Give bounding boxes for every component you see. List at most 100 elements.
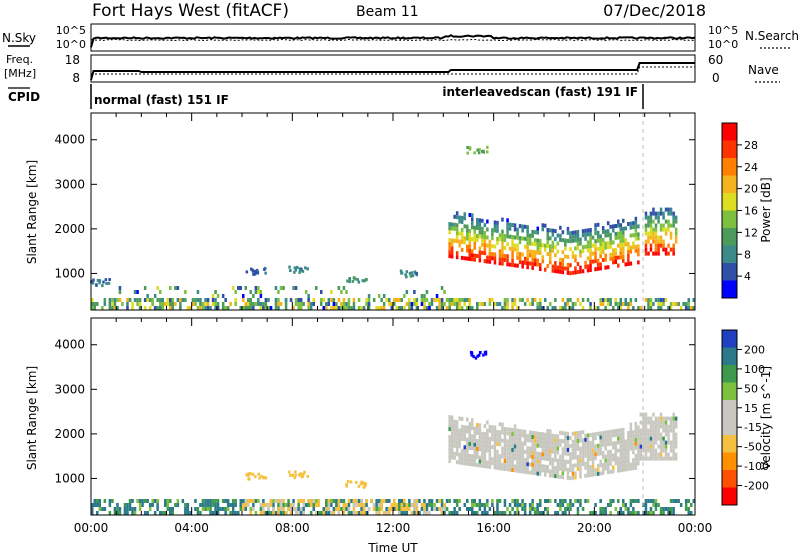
power-cell [501,233,504,238]
power-cell [340,306,343,310]
velocity-cell [544,436,547,441]
velocity-cell [463,429,467,434]
power-cell [551,244,555,249]
power-cell [647,302,650,306]
velocity-cell [488,444,492,449]
velocity-cell [523,511,527,515]
power-cell [667,223,670,228]
power-cell [254,302,258,306]
power-cell [541,259,545,264]
velocity-cell [657,452,660,457]
velocity-cell [554,438,557,443]
velocity-cell [491,437,494,442]
power-cell [463,240,467,245]
velocity-cell [564,451,567,456]
velocity-cell [511,452,514,456]
velocity-cell [571,451,575,456]
power-cell [536,306,539,310]
power-cell [579,302,582,306]
velocity-cell [478,463,482,468]
power-cell [554,229,557,234]
velocity-cell [528,450,532,455]
velocity-cell [531,434,534,439]
velocity-cell [506,443,509,448]
velocity-cell [466,499,469,503]
power-cell [649,298,653,302]
velocity-cell [654,420,658,425]
velocity-cell [637,437,640,442]
power-cell [614,224,618,228]
power-cell [599,242,602,247]
velocity-cell [252,503,255,507]
velocity-cell [622,463,625,468]
power-cell [501,245,504,250]
power-cell [599,234,602,239]
power-cell [274,298,278,302]
velocity-cell [385,499,388,503]
velocity-cell [634,499,638,503]
velocity-cell [574,471,577,476]
power-cell [199,302,202,306]
velocity-cell [98,503,102,507]
power-cell [493,252,497,257]
velocity-cell [96,499,99,503]
velocity-cell [544,464,547,469]
power-patch-cell [264,271,267,275]
power-cell [138,302,142,306]
velocity-cell [357,503,361,507]
power-cell [619,302,623,306]
power-cell [634,244,638,249]
velocity-cell [440,507,444,511]
velocity-cell [201,503,205,507]
power-cell [330,306,333,310]
power-cell [463,256,467,261]
velocity-cell [254,511,258,515]
power-cell [574,230,577,235]
power-cell [654,211,658,216]
velocity-cell [375,511,378,515]
power-cell [491,228,494,233]
power-cell [249,298,253,302]
power-cell [262,302,265,306]
power-cell [566,230,570,235]
velocity-cell [101,507,104,511]
velocity-cell [591,440,595,445]
power-cell [574,270,577,275]
power-cell [413,302,416,306]
power-cell [659,211,663,216]
power-cell [594,239,597,244]
velocity-cell [549,499,552,503]
velocity-cell [541,464,545,469]
velocity-cell [659,440,663,445]
power-cell [574,258,577,263]
power-cell [531,233,534,238]
velocity-cell [609,503,612,507]
power-cell [179,306,182,310]
power-cell [471,257,474,262]
velocity-cell [589,457,592,461]
power-cell [448,246,451,251]
velocity-cell [556,450,560,455]
velocity-cell [579,466,582,471]
power-cell [596,230,600,235]
velocity-cell [539,432,542,436]
velocity-cell [669,456,673,461]
power-cell [299,298,303,302]
velocity-cell [476,463,479,467]
power-cell [335,302,338,306]
power-patch-cell [105,282,108,285]
power-cell [637,236,640,241]
power-cell [632,306,635,310]
power-cell [533,238,537,243]
velocity-cell [410,503,414,507]
power-cell [408,306,411,310]
power-cell [234,290,237,294]
velocity-cell [564,467,567,472]
power-cell [554,265,557,270]
power-cell [179,302,182,306]
power-cell [284,302,288,306]
power-cell [617,306,620,310]
velocity-cell [513,499,517,503]
power-cell [574,234,577,239]
power-cell [687,298,691,302]
